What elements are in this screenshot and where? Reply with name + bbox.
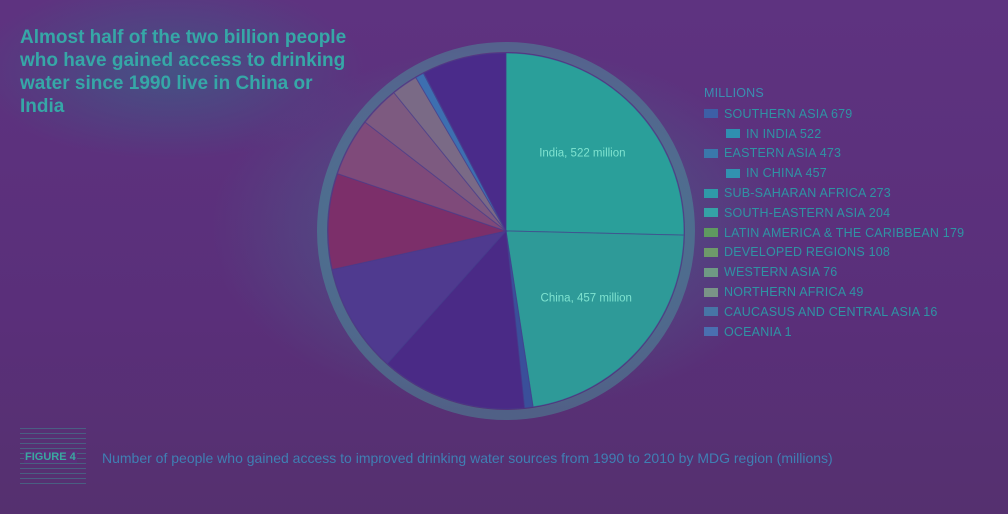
pie-slice (505, 230, 685, 408)
legend-label: LATIN AMERICA & THE CARIBBEAN 179 (724, 225, 965, 240)
legend-items: SOUTHERN ASIA 679 IN INDIA 522 EASTERN ASI… (704, 104, 964, 342)
legend-label: CAUCASUS AND CENTRAL ASIA 16 (724, 304, 938, 319)
pie-slice (423, 52, 507, 232)
legend-item: NORTHERN AFRICA 49 (704, 282, 964, 302)
legend-label: WESTERN ASIA 76 (724, 265, 838, 280)
legend-swatch (726, 129, 740, 139)
legend-item: LATIN AMERICA & THE CARIBBEAN 179 (704, 223, 964, 243)
slice-label: India, 522 million (539, 147, 625, 159)
legend: MILLIONS SOUTHERN ASIA 679 IN INDIA 522 EA… (704, 86, 964, 342)
legend-swatch (704, 267, 718, 277)
legend-swatch (704, 247, 718, 257)
legend-swatch (704, 228, 718, 238)
legend-label: OCEANIA 1 (724, 324, 792, 339)
legend-swatch (704, 109, 718, 119)
legend-item: SUB-SAHARAN AFRICA 273 (704, 183, 964, 203)
legend-label: SUB-SAHARAN AFRICA 273 (724, 186, 891, 201)
legend-swatch (704, 208, 718, 218)
pie-slice (505, 52, 685, 236)
pie-slice (331, 230, 508, 365)
legend-item: IN CHINA 457 (704, 163, 964, 183)
legend-item: DEVELOPED REGIONS 108 (704, 243, 964, 263)
legend-label: IN INDIA 522 (746, 126, 822, 141)
chart-title: Almost half of the two billion people wh… (20, 27, 347, 117)
legend-swatch (704, 287, 718, 297)
legend-label: DEVELOPED REGIONS 108 (724, 245, 891, 260)
legend-item: IN INDIA 522 (704, 124, 964, 144)
legend-label: EASTERN ASIA 473 (724, 146, 842, 161)
legend-label: SOUTH-EASTERN ASIA 204 (724, 205, 891, 220)
legend-item: EASTERN ASIA 473 (704, 144, 964, 164)
legend-swatch (704, 188, 718, 198)
legend-swatch (704, 307, 718, 317)
figure-caption: Number of people who gained access to im… (102, 450, 833, 466)
pie-slice (386, 229, 525, 410)
pie-slice (327, 172, 508, 271)
legend-item: WESTERN ASIA 76 (704, 262, 964, 282)
legend-swatch (726, 168, 740, 178)
legend-label: SOUTHERN ASIA 679 (724, 106, 853, 121)
legend-label: IN CHINA 457 (746, 166, 827, 181)
slice-label: China, 457 million (541, 292, 632, 304)
legend-item: SOUTHERN ASIA 679 (704, 104, 964, 124)
legend-item: SOUTH-EASTERN ASIA 204 (704, 203, 964, 223)
legend-title: MILLIONS (704, 86, 764, 100)
legend-label: NORTHERN AFRICA 49 (724, 285, 864, 300)
legend-item: OCEANIA 1 (704, 322, 964, 342)
figure-label: FIGURE 4 (24, 451, 77, 463)
legend-item: CAUCASUS AND CENTRAL ASIA 16 (704, 302, 964, 322)
legend-swatch (704, 327, 718, 337)
legend-swatch (704, 148, 718, 158)
pie-glow (317, 42, 695, 420)
